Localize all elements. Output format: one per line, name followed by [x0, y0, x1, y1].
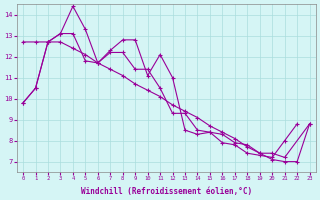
- X-axis label: Windchill (Refroidissement éolien,°C): Windchill (Refroidissement éolien,°C): [81, 187, 252, 196]
